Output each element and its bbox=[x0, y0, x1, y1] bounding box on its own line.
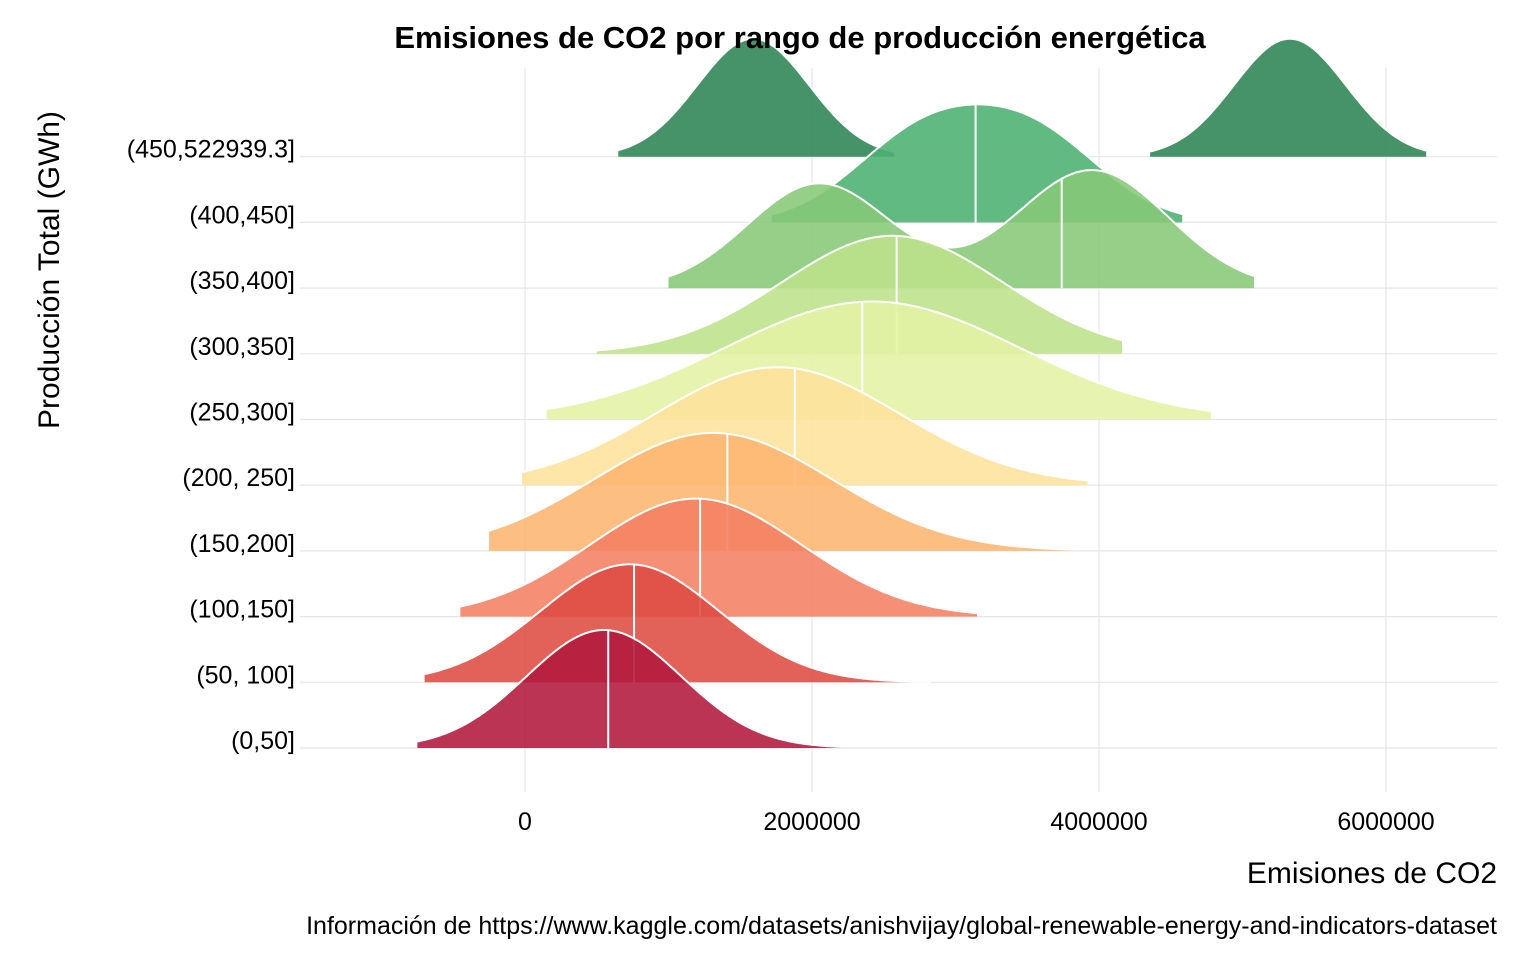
ridge-outline bbox=[424, 563, 932, 683]
y-tick-label: (400,450] bbox=[189, 201, 295, 229]
caption: Información de https://www.kaggle.com/da… bbox=[306, 912, 1497, 940]
ridge-area bbox=[618, 38, 895, 157]
ridge-area bbox=[1150, 38, 1427, 157]
y-tick-label: (200, 250] bbox=[182, 464, 295, 492]
ridge-outline bbox=[460, 497, 978, 615]
y-tick-label: (150,200] bbox=[189, 530, 295, 558]
x-tick-label: 2000000 bbox=[763, 808, 860, 836]
ridge-outline bbox=[596, 234, 1123, 352]
y-tick-label: (250,300] bbox=[189, 399, 295, 427]
ridge bbox=[618, 37, 1427, 157]
ridge-area bbox=[417, 630, 844, 748]
y-tick-label: (100,150] bbox=[189, 596, 295, 624]
ridge-outline bbox=[668, 169, 1255, 278]
x-tick-label: 0 bbox=[518, 808, 532, 836]
ridge bbox=[417, 629, 844, 748]
ridge-area bbox=[596, 235, 1122, 354]
ridge bbox=[668, 169, 1255, 289]
x-axis-title: Emisiones de CO2 bbox=[1247, 857, 1497, 890]
y-tick-label: (0,50] bbox=[231, 727, 295, 755]
y-tick-label: (350,400] bbox=[189, 267, 295, 295]
y-axis-title: Producción Total (GWh) bbox=[33, 111, 66, 429]
ridge-area bbox=[668, 170, 1254, 289]
ridge-outline bbox=[417, 629, 844, 748]
y-tick-label: (450,522939.3] bbox=[127, 136, 295, 164]
y-tick-label: (300,350] bbox=[189, 333, 295, 361]
chart-title: Emisiones de CO2 por rango de producción… bbox=[394, 20, 1206, 55]
ridge-outline bbox=[618, 37, 895, 153]
ridge-outline bbox=[1149, 37, 1427, 153]
ridge-area bbox=[424, 564, 932, 683]
x-tick-labels: 0 2000000 4000000 6000000 bbox=[518, 808, 1435, 836]
y-tick-label: (50, 100] bbox=[196, 661, 295, 689]
y-tick-labels: (0,50] (50, 100] (100,150] (150,200] (200, 2… bbox=[127, 136, 295, 755]
ridges bbox=[417, 37, 1427, 748]
ridge-outline bbox=[546, 300, 1212, 412]
x-tick-label: 4000000 bbox=[1050, 808, 1147, 836]
x-tick-label: 6000000 bbox=[1337, 808, 1434, 836]
ridge-outline bbox=[488, 431, 1075, 551]
ridge-outline bbox=[521, 366, 1088, 482]
